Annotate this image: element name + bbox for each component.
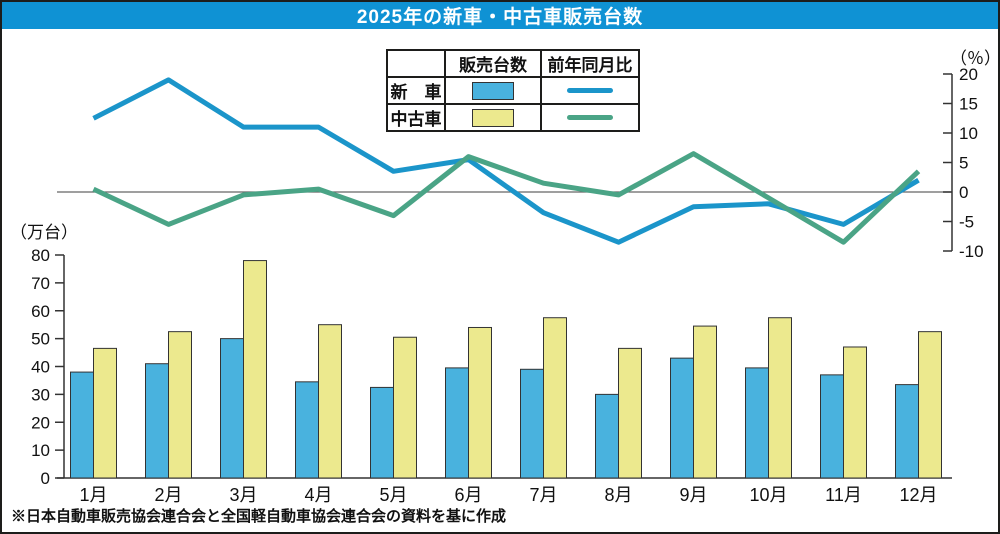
bar-used-4月 (318, 324, 342, 479)
right-axis-tick-label: 10 (959, 124, 978, 143)
month-label: 6月 (454, 485, 482, 505)
bar-new-2月 (145, 363, 169, 479)
left-axis-tick-label: 50 (31, 330, 50, 349)
bar-used-9月 (693, 325, 717, 479)
bar-new-9月 (670, 357, 694, 479)
month-label: 3月 (229, 485, 257, 505)
left-axis-tick-label: 0 (41, 469, 50, 488)
new-car-line-swatch (567, 88, 613, 93)
month-label: 4月 (304, 485, 332, 505)
bar-used-11月 (843, 346, 867, 479)
bar-new-12月 (895, 384, 919, 479)
left-axis-tick-label: 80 (31, 246, 50, 265)
bar-used-10月 (768, 317, 792, 479)
left-axis-tick-label: 30 (31, 385, 50, 404)
legend-label-used-car: 中古車 (386, 103, 446, 132)
legend-label-new-car: 新 車 (386, 76, 446, 105)
bar-new-4月 (295, 381, 319, 479)
bar-new-7月 (520, 368, 544, 479)
source-footnote: ※日本自動車販売協会連合会と全国軽自動車協会連合会の資料を基に作成 (11, 508, 507, 525)
bar-used-12月 (918, 331, 942, 479)
legend-row-new-car: 新 車 (386, 76, 640, 105)
legend-table: 販売台数 前年同月比 新 車 中古車 (386, 49, 640, 132)
month-label: 1月 (79, 485, 107, 505)
bar-new-1月 (70, 371, 94, 479)
yoy-line-used (92, 151, 921, 245)
month-label: 5月 (379, 485, 407, 505)
chart-title: 2025年の新車・中古車販売台数 (2, 2, 998, 29)
right-axis-unit-label: （％） (950, 49, 1000, 68)
month-label: 2月 (154, 485, 182, 505)
legend-row-used-car: 中古車 (386, 103, 640, 132)
bar-new-5月 (370, 386, 394, 479)
used-car-bar-swatch (472, 108, 514, 127)
legend-header-yoy: 前年同月比 (540, 49, 640, 78)
right-axis-tick-label: 15 (959, 95, 978, 114)
bar-new-8月 (595, 393, 619, 479)
legend-header-row: 販売台数 前年同月比 (386, 49, 640, 78)
bar-used-2月 (168, 331, 192, 479)
bar-used-7月 (543, 317, 567, 479)
new-car-bar-swatch (472, 81, 514, 100)
bar-new-6月 (445, 367, 469, 479)
month-label: 11月 (825, 485, 862, 505)
legend-header-sales: 販売台数 (444, 49, 542, 78)
month-label: 8月 (604, 485, 632, 505)
month-label: 7月 (529, 485, 557, 505)
right-axis-tick-label: 5 (959, 154, 968, 173)
bar-new-11月 (820, 374, 844, 479)
month-label: 12月 (899, 485, 937, 505)
bar-new-3月 (220, 338, 244, 479)
bar-used-3月 (243, 260, 267, 479)
bar-used-6月 (468, 326, 492, 479)
left-axis-tick-label: 40 (31, 358, 50, 377)
left-axis-tick-label: 70 (31, 274, 50, 293)
left-axis-unit-label: （万台） (10, 223, 78, 242)
used-car-line-swatch (567, 115, 613, 120)
left-axis-tick-label: 20 (31, 413, 50, 432)
left-axis-tick-label: 10 (31, 441, 50, 460)
bar-used-1月 (93, 347, 117, 479)
legend-empty-cell (386, 49, 446, 78)
right-axis-tick-label: -5 (959, 213, 974, 232)
month-label: 10月 (749, 485, 787, 505)
right-axis-tick-label: 0 (959, 183, 968, 202)
bar-new-10月 (745, 367, 769, 479)
right-axis-tick-label: 20 (959, 65, 978, 84)
bar-used-8月 (618, 347, 642, 479)
right-axis-tick-label: -10 (959, 242, 984, 261)
left-axis-tick-label: 60 (31, 302, 50, 321)
bar-used-5月 (393, 336, 417, 479)
month-label: 9月 (679, 485, 707, 505)
